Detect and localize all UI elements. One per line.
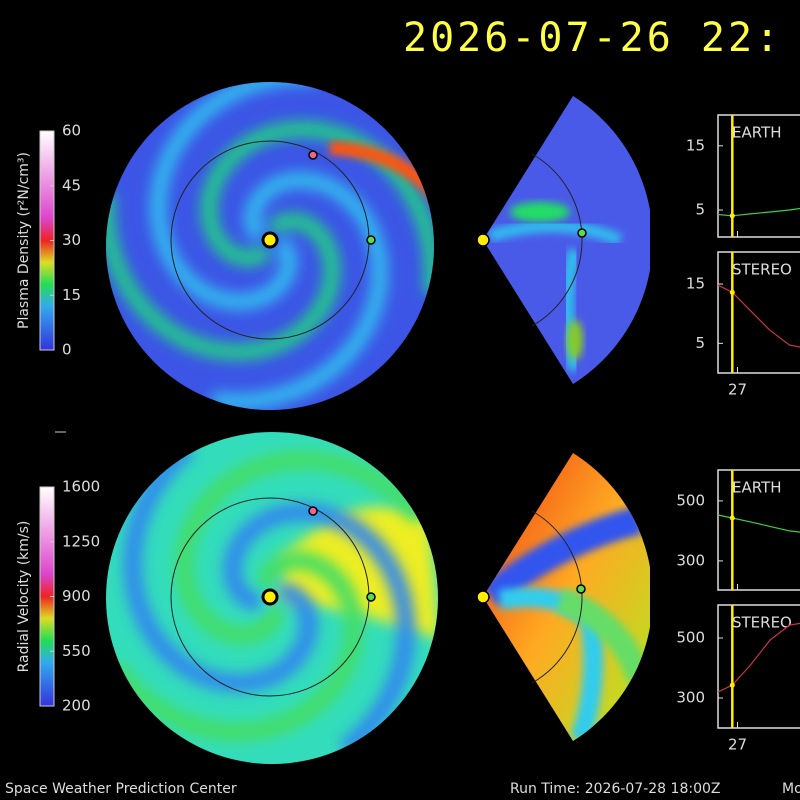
panel-frame <box>717 251 800 374</box>
current-point <box>729 289 735 295</box>
panel-frame <box>717 114 800 238</box>
series-line <box>717 622 800 693</box>
colorbar-label: Radial Velocity (km/s) <box>16 521 32 673</box>
colorbar-tick-label: 15 <box>62 286 81 304</box>
colorbar-tick-label: 45 <box>62 176 81 194</box>
y-tick-label: 5 <box>695 201 705 219</box>
spiral-arm <box>211 171 388 410</box>
panel-label: EARTH <box>732 479 782 497</box>
y-tick-label: 300 <box>676 689 705 707</box>
bodies <box>261 150 587 606</box>
panel-label: EARTH <box>732 124 782 142</box>
timestamp: 2026-07-26 22: <box>403 15 782 61</box>
spiral-arm <box>108 551 364 742</box>
y-tick-label: 5 <box>695 334 705 352</box>
colorbar-tick-label: 60 <box>62 122 81 140</box>
footer-right: Mo <box>782 781 800 797</box>
colorbar-tick-label: 0 <box>62 341 72 359</box>
x-tick-label: 27 <box>728 381 747 399</box>
panel-label: STEREO <box>732 614 792 632</box>
density-disk <box>106 82 434 410</box>
current-point <box>729 213 735 219</box>
current-point <box>729 682 735 688</box>
colorbar-tick-label: 550 <box>62 642 91 660</box>
spiral-arm <box>106 193 341 361</box>
spiral-arm <box>150 82 319 310</box>
panel-label: STEREO <box>732 261 792 279</box>
y-tick-label: 300 <box>676 551 705 569</box>
colorbar-tick-label: 30 <box>62 231 81 249</box>
footer-run-time: Run Time: 2026-07-28 18:00Z <box>510 781 720 797</box>
spiral-arm <box>174 450 428 645</box>
spiral-arm <box>223 502 416 757</box>
current-point <box>729 515 735 521</box>
y-tick-label: 500 <box>676 491 705 509</box>
velocity-wedge <box>483 453 652 741</box>
colorbar-label: Plasma Density (r²N/cm³) <box>16 152 32 329</box>
series-line <box>717 284 800 348</box>
spiral-arm <box>200 121 434 294</box>
colorbar-tick-label: 1250 <box>62 532 100 550</box>
y-tick-label: 500 <box>676 629 705 647</box>
x-tick-label: 27 <box>728 736 747 754</box>
panel-frame <box>717 604 800 729</box>
density-wedge <box>483 96 650 384</box>
colorbar-tick-label: 1600 <box>62 478 100 496</box>
panel-frame <box>717 469 800 591</box>
colorbar-tick-label: 200 <box>62 697 91 715</box>
spiral-arm <box>123 440 318 693</box>
y-tick-label: 15 <box>686 275 705 293</box>
colorbar-tick-label: 900 <box>62 587 91 605</box>
y-tick-label: 15 <box>686 136 705 154</box>
footer-left: Space Weather Prediction Center <box>5 781 237 797</box>
